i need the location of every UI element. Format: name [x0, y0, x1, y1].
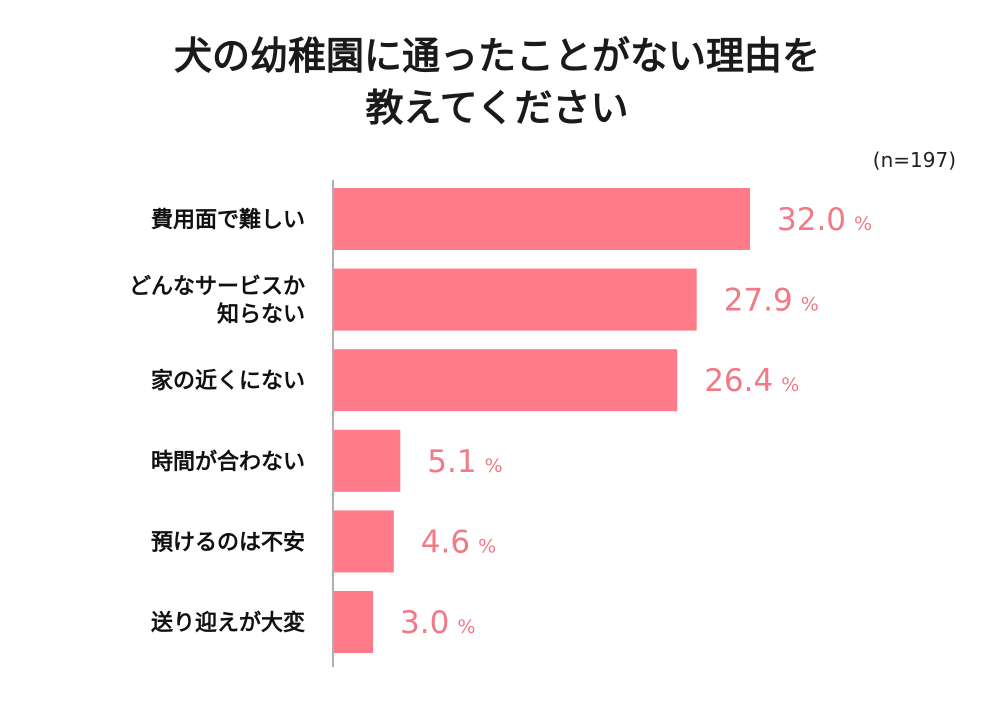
category-label-5-0: 送り迎えが大変	[151, 610, 305, 636]
chart-title: 犬の幼稚園に通ったことがない理由を 教えてください	[0, 30, 994, 134]
value-label-4: 4.6%	[421, 524, 496, 560]
sample-size-note: (n=197)	[872, 148, 956, 172]
category-label-1-0: どんなサービスか	[129, 275, 305, 300]
bar-0	[334, 188, 750, 250]
chart-title-line-2: 教えてください	[365, 86, 629, 130]
chart-title-line-1: 犬の幼稚園に通ったことがない理由を	[173, 34, 820, 78]
category-label-2-0: 家の近くにない	[151, 368, 305, 394]
bar-4	[334, 510, 394, 573]
bar-3	[334, 429, 401, 492]
bar-2	[334, 349, 678, 412]
value-label-5: 3.0%	[400, 605, 475, 641]
bar-5	[334, 591, 373, 653]
category-label-1-1: 知らない	[217, 302, 305, 328]
value-label-2: 26.4%	[704, 363, 799, 399]
category-label-0-0: 費用面で難しい	[151, 207, 305, 233]
value-label-1: 27.9%	[724, 283, 819, 319]
category-label-3-0: 時間が合わない	[151, 449, 305, 475]
category-label-4-0: 預けるのは不安	[151, 529, 305, 555]
value-label-3: 5.1%	[427, 444, 502, 480]
value-label-0: 32.0%	[777, 202, 872, 238]
bar-1	[334, 268, 697, 331]
